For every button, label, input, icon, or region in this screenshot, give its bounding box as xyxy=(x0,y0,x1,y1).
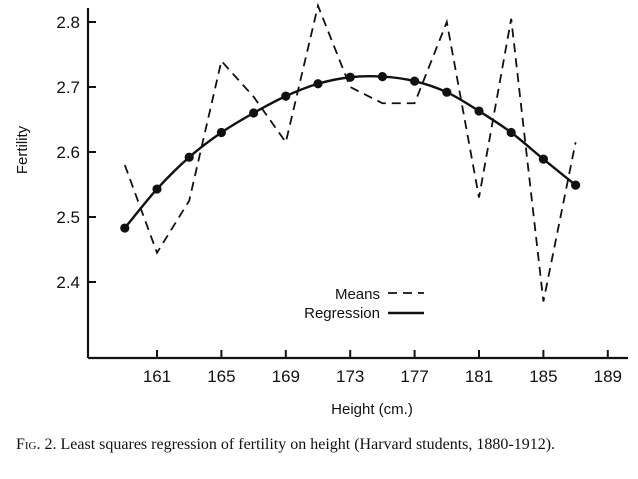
figure-caption: Fig. 2. Least squares regression of fert… xyxy=(16,434,626,455)
regression-point xyxy=(184,152,194,162)
regression-point xyxy=(216,127,226,138)
caption-text: Least squares regression of fertility on… xyxy=(60,436,556,453)
y-axis-label: Fertility xyxy=(14,125,31,174)
series-means-line xyxy=(123,2,577,302)
legend-label-means: Means xyxy=(335,286,380,303)
y-tick-label: 2.8 xyxy=(56,13,80,32)
regression-point xyxy=(538,154,549,164)
regression-point xyxy=(442,87,452,97)
x-tick-label: 189 xyxy=(594,367,622,386)
x-tick-label: 161 xyxy=(143,367,171,386)
chart-legend: Means Regression xyxy=(304,286,424,322)
x-tick-label: 173 xyxy=(336,367,364,386)
series-regression-line xyxy=(123,75,577,229)
y-tick-label: 2.7 xyxy=(56,78,80,97)
chart-axes xyxy=(86,8,628,360)
y-tick-label: 2.5 xyxy=(56,208,80,227)
regression-point xyxy=(120,223,130,233)
regression-point xyxy=(377,72,387,82)
regression-point xyxy=(152,184,162,194)
caption-lead: Fig. 2. xyxy=(16,436,57,453)
legend-label-regression: Regression xyxy=(304,305,380,322)
y-tick-label: 2.4 xyxy=(56,273,80,292)
x-tick-label: 165 xyxy=(207,367,235,386)
chart-ticks: 161 165 169 173 177 181 185 189 2.4 2.5 2.6 2.7 2.8 xyxy=(56,13,622,386)
x-tick-label: 177 xyxy=(400,367,428,386)
x-tick-label: 185 xyxy=(529,367,557,386)
regression-point xyxy=(474,106,484,116)
fertility-height-chart: 161 165 169 173 177 181 185 1892.42.52.62.72.8 … xyxy=(14,2,628,418)
x-tick-label: 181 xyxy=(465,367,493,386)
regression-point xyxy=(281,91,291,101)
regression-point xyxy=(410,76,420,86)
chart-series xyxy=(120,2,581,302)
regression-point xyxy=(345,72,355,82)
regression-point xyxy=(249,108,259,118)
y-tick-label: 2.6 xyxy=(56,143,80,162)
regression-point xyxy=(506,127,516,138)
x-axis-label: Height (cm.) xyxy=(331,401,413,418)
x-tick-label: 169 xyxy=(272,367,300,386)
regression-point xyxy=(571,180,581,190)
regression-point xyxy=(313,79,323,89)
